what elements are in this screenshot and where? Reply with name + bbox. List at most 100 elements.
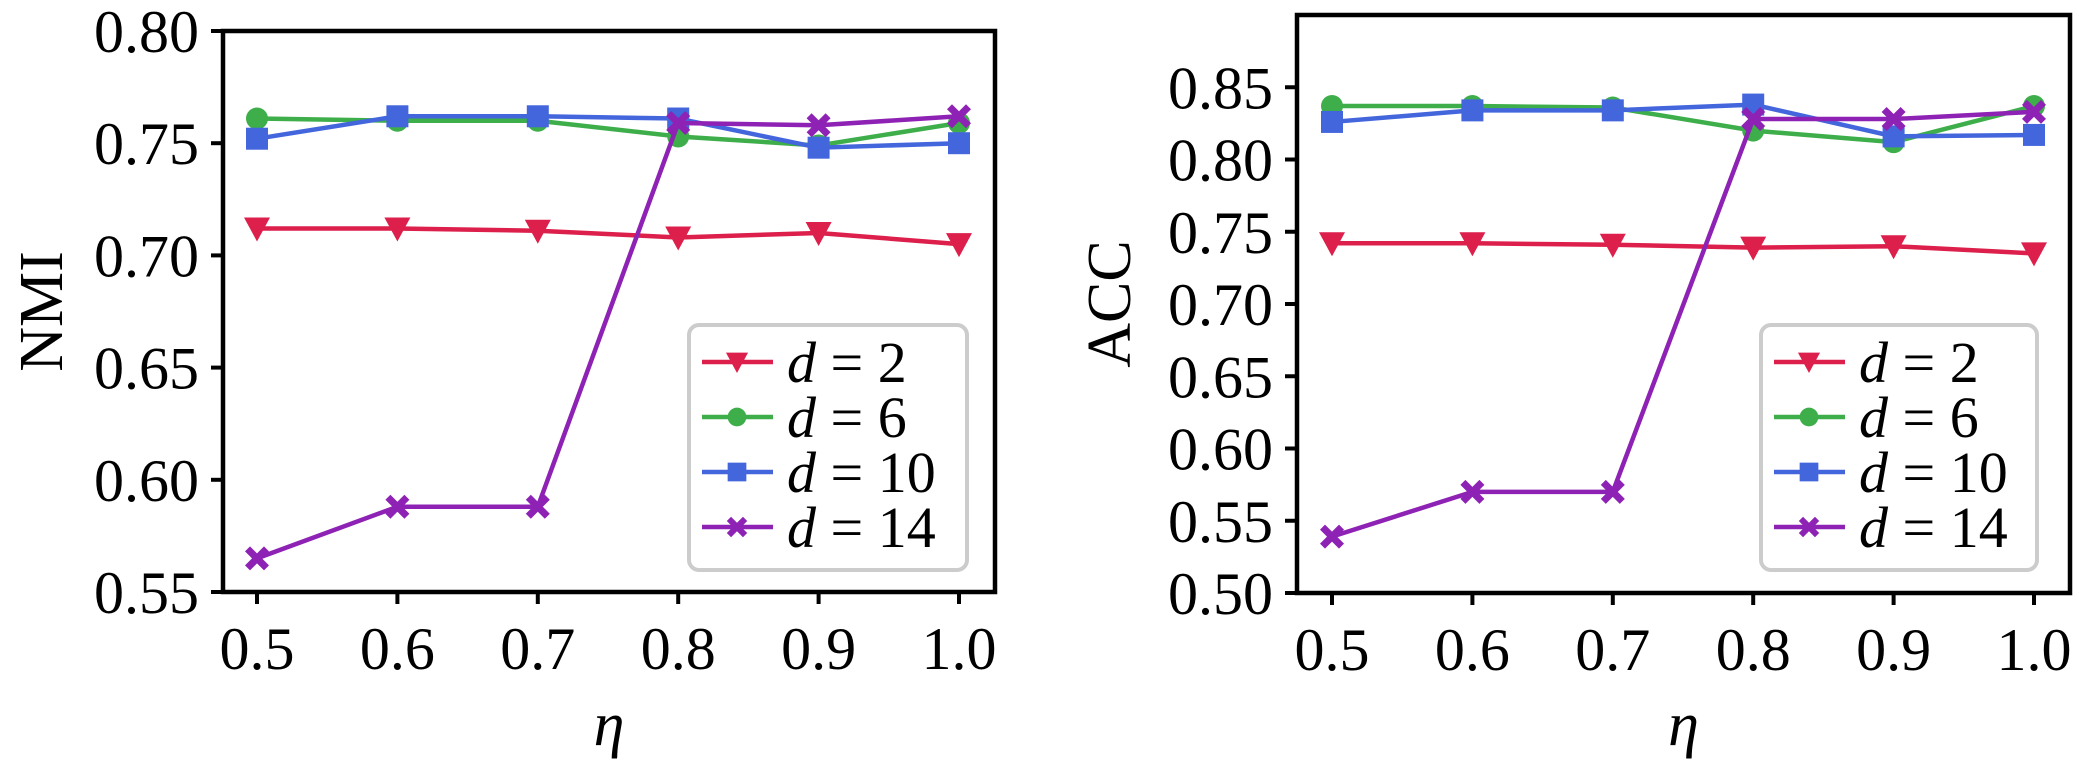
legend-label: d = 10 [787, 440, 936, 505]
data-point [805, 221, 832, 246]
legend-marker [1798, 516, 1820, 538]
legend-label: d = 2 [787, 330, 907, 395]
legend-label: d = 6 [1859, 385, 1979, 450]
legend-label-var: d [787, 330, 817, 395]
legend-item: d = 6 [702, 385, 907, 450]
y-axis-label: ACC [1076, 240, 1144, 367]
series-d2 [244, 217, 972, 258]
x-tick-label: 0.6 [360, 616, 435, 682]
legend-item: d = 14 [702, 495, 936, 560]
x-tick-label: 0.7 [1575, 617, 1650, 683]
x-tick-label: 0.5 [1295, 617, 1370, 683]
x-tick-label: 1.0 [1997, 617, 2072, 683]
y-tick-label: 0.55 [1168, 489, 1273, 555]
legend-item: d = 6 [1774, 385, 1979, 450]
data-point [1880, 235, 1907, 260]
series-line [256, 114, 960, 150]
legend-label: d = 14 [787, 495, 936, 560]
legend-label-value: = 10 [1888, 440, 2008, 505]
x-tick-label: 0.7 [500, 616, 575, 682]
data-point [2023, 123, 2045, 146]
y-tick-label: 0.80 [1168, 128, 1273, 194]
x-tick-label: 0.8 [1716, 617, 1791, 683]
data-point [947, 104, 971, 129]
data-point [1461, 99, 1484, 122]
legend-label-var: d [787, 385, 817, 450]
legend-marker [727, 462, 747, 482]
data-point [665, 226, 692, 251]
data-point [1740, 236, 1767, 261]
legend-frame [1759, 323, 2039, 572]
legend-item: d = 10 [702, 440, 936, 505]
legend: d = 2d = 6d = 10d = 14 [687, 323, 969, 572]
data-point [807, 136, 830, 159]
y-tick-label: 0.65 [1168, 344, 1273, 410]
y-tick-label: 0.75 [1168, 200, 1273, 266]
x-axis-label: η [594, 691, 625, 759]
data-point [2022, 99, 2046, 124]
legend-item: d = 2 [702, 330, 907, 395]
data-point [384, 217, 411, 242]
data-point [1599, 233, 1626, 258]
data-point [385, 494, 410, 519]
data-point [948, 132, 970, 155]
x-tick-label: 0.9 [1856, 617, 1931, 683]
series-d14 [245, 104, 971, 571]
legend-label-var: d [1859, 385, 1889, 450]
legend-label: d = 14 [1859, 495, 2008, 560]
legend-label-value: = 10 [816, 440, 936, 505]
legend-marker [726, 516, 748, 538]
axes-frame [220, 28, 998, 595]
legend-item: d = 10 [1774, 440, 2008, 505]
x-tick-label: 0.5 [220, 616, 295, 682]
y-tick-label: 0.50 [1168, 561, 1273, 627]
x-tick-label: 0.9 [781, 616, 856, 682]
acc-panel: 0.500.550.60 0.650.700.750.80 0.85 0.5 0.6 0.… [1076, 12, 2073, 759]
data-point [246, 127, 268, 150]
legend-label: d = 6 [787, 385, 907, 450]
legend-label-value: = 6 [1888, 385, 1979, 450]
data-point [2021, 242, 2047, 267]
y-tick-label: 0.80 [94, 0, 199, 65]
legend-marker [727, 407, 747, 427]
data-point [1601, 99, 1624, 122]
data-point [1319, 232, 1345, 257]
data-point [806, 113, 831, 138]
legend-label-var: d [1859, 440, 1889, 505]
y-tick-label: 0.85 [1168, 55, 1273, 121]
legend-marker [1799, 462, 1819, 482]
legend-marker [725, 352, 749, 374]
data-point [1320, 524, 1344, 549]
legend-label-var: d [1859, 330, 1889, 395]
x-axis-label: η [1668, 691, 1699, 759]
legend-label-value: = 14 [1888, 495, 2008, 560]
data-point [245, 546, 269, 571]
data-point [1882, 125, 1905, 148]
data-point [1459, 232, 1486, 257]
y-tick-label: 0.55 [94, 560, 199, 626]
legend-label-var: d [1859, 495, 1889, 560]
series-d6 [246, 107, 970, 157]
legend-label-value: = 2 [1888, 330, 1979, 395]
legend-label-var: d [787, 440, 817, 505]
nmi-panel: 0.55 0.60 0.65 0.70 0.75 0.80 0.5 0.6 0.7 0.8 0.9 1… [8, 0, 998, 759]
y-tick-label: 0.60 [1168, 417, 1273, 483]
data-point [1460, 479, 1485, 504]
legend-label-value: = 2 [816, 330, 907, 395]
legend: d = 2d = 6d = 10d = 14 [1759, 323, 2039, 572]
series-line [256, 114, 960, 561]
series-d6 [1321, 95, 2045, 154]
x-tick-label: 0.6 [1435, 617, 1510, 683]
data-point [1600, 479, 1625, 504]
legend-frame [687, 323, 969, 572]
data-point [525, 494, 550, 519]
data-point [526, 105, 549, 128]
legend-label: d = 2 [1859, 330, 1979, 395]
legend-item: d = 2 [1774, 330, 1979, 395]
legend-item: d = 14 [1774, 495, 2008, 560]
y-tick-label: 0.70 [1168, 272, 1273, 338]
legend-marker [1799, 407, 1819, 427]
data-point [524, 219, 551, 244]
data-point [666, 111, 691, 136]
